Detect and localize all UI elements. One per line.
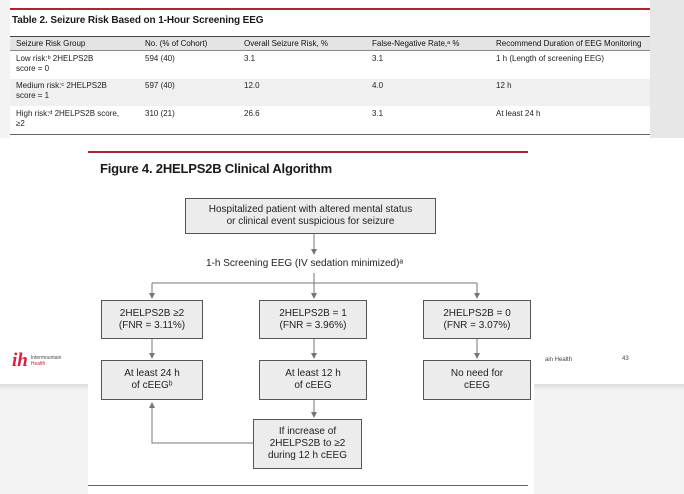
table-card: Table 2. Seizure Risk Based on 1-Hour Sc… <box>10 0 650 138</box>
table-row-high-risk: High risk:ᵈ 2HELPS2B score, ≥2 310 (21) … <box>10 107 650 133</box>
table-bottom-rule <box>10 134 650 135</box>
outcome-high-line-1: At least 24 h <box>124 368 180 379</box>
outcome-node-no-ceeg: No need for cEEG <box>423 360 531 400</box>
branch-mid-line-1: 2HELPS2B = 1 <box>279 307 347 319</box>
risk-group-line-2: score = 1 <box>16 91 50 100</box>
start-node-patient: Hospitalized patient with altered mental… <box>185 198 436 234</box>
cell-overall-risk: 12.0 <box>244 81 260 90</box>
header-duration: Recommend Duration of EEG Monitoring <box>496 39 642 48</box>
outcome-mid-line-1: At least 12 h <box>285 368 341 379</box>
risk-group-line-1: Medium risk:ᶜ 2HELPS2B <box>16 81 107 90</box>
cell-count: 310 (21) <box>145 109 175 118</box>
cell-risk-group: High risk:ᵈ 2HELPS2B score, ≥2 <box>16 109 141 129</box>
logo-line-2: Health <box>30 361 46 367</box>
intermountain-logo: ih Intermountain Health <box>12 350 62 371</box>
outcome-low-line-2: cEEG <box>463 380 491 391</box>
branch-high-line-2: (FNR = 3.11%) <box>118 319 186 331</box>
header-risk-group: Seizure Risk Group <box>16 39 86 48</box>
risk-group-line-2: score = 0 <box>16 64 50 73</box>
outcome-high-line-2: of cEEGᵇ <box>131 380 173 391</box>
risk-group-line-2: ≥2 <box>16 119 25 128</box>
logo-mark: ih <box>12 350 28 371</box>
header-count: No. (% of Cohort) <box>145 39 208 48</box>
table-top-rule <box>10 8 650 10</box>
branch-low-line-2: (FNR = 3.07%) <box>443 319 511 331</box>
outcome-mid-line-2: of cEEG <box>294 380 332 391</box>
table-row-low-risk: Low risk:ᵇ 2HELPS2B score = 0 594 (40) 3… <box>10 52 650 78</box>
cell-duration: 12 h <box>496 81 512 90</box>
outcome-low-line-1: No need for <box>450 368 504 379</box>
cell-false-negative-rate: 3.1 <box>372 109 384 118</box>
flow-connectors <box>149 234 480 444</box>
figure-title: Figure 4. 2HELPS2B Clinical Algorithm <box>100 161 332 176</box>
start-line-2: or clinical event suspicious for seizure <box>226 216 395 227</box>
figure-bottom-rule <box>88 485 528 486</box>
branch-node-high-score: 2HELPS2B ≥2 (FNR = 3.11%) <box>101 300 203 339</box>
outcome-node-24h-ceeg: At least 24 h of cEEGᵇ <box>101 360 203 400</box>
branch-node-medium-score: 2HELPS2B = 1 (FNR = 3.96%) <box>259 300 367 339</box>
cell-false-negative-rate: 4.0 <box>372 81 384 90</box>
table-header-row: Seizure Risk Group No. (% of Cohort) Ove… <box>10 36 650 51</box>
logo-line-1: Intermountain <box>30 355 62 361</box>
connector-increase-back-to-high <box>149 402 253 444</box>
cell-risk-group: Medium risk:ᶜ 2HELPS2B score = 1 <box>16 81 141 101</box>
header-overall-risk: Overall Seizure Risk, % <box>244 39 329 48</box>
cell-duration: 1 h (Length of screening EEG) <box>496 54 605 63</box>
increase-line-2: 2HELPS2B to ≥2 <box>269 438 346 449</box>
logo-text: Intermountain Health <box>31 355 62 367</box>
cell-duration: At least 24 h <box>496 109 541 118</box>
branch-low-line-1: 2HELPS2B = 0 <box>443 307 511 319</box>
increase-line-1: If increase of <box>278 426 337 437</box>
table-title: Table 2. Seizure Risk Based on 1-Hour Sc… <box>12 15 264 26</box>
risk-group-line-1: High risk:ᵈ 2HELPS2B score, <box>16 109 120 118</box>
header-false-negative-rate: False-Negative Rate,ᵃ % <box>372 39 460 48</box>
branch-high-line-1: 2HELPS2B ≥2 <box>119 307 185 319</box>
footer-organization: ain Health <box>545 357 573 363</box>
page-number: 43 <box>622 356 629 362</box>
branch-node-low-score: 2HELPS2B = 0 (FNR = 3.07%) <box>423 300 531 339</box>
outcome-node-12h-ceeg: At least 12 h of cEEG <box>259 360 367 400</box>
cell-overall-risk: 3.1 <box>244 54 256 63</box>
increase-line-3: during 12 h cEEG <box>268 450 347 461</box>
cell-risk-group: Low risk:ᵇ 2HELPS2B score = 0 <box>16 54 141 74</box>
cell-count: 594 (40) <box>145 54 175 63</box>
increase-node: If increase of 2HELPS2B to ≥2 during 12 … <box>253 419 362 469</box>
branch-mid-line-2: (FNR = 3.96%) <box>279 319 347 331</box>
background-slide-edge <box>650 0 684 138</box>
figure-top-rule <box>88 151 528 153</box>
start-line-1: Hospitalized patient with altered mental… <box>208 204 413 215</box>
risk-group-line-1: Low risk:ᵇ 2HELPS2B <box>16 54 94 63</box>
cell-overall-risk: 26.6 <box>244 109 260 118</box>
cell-count: 597 (40) <box>145 81 175 90</box>
table-row-medium-risk: Medium risk:ᶜ 2HELPS2B score = 1 597 (40… <box>10 79 650 106</box>
figure-card: Figure 4. 2HELPS2B Clinical Algorithm Ho… <box>88 141 534 494</box>
cell-false-negative-rate: 3.1 <box>372 54 384 63</box>
screening-eeg-label: 1-h Screening EEG (IV sedation minimized… <box>206 258 404 269</box>
